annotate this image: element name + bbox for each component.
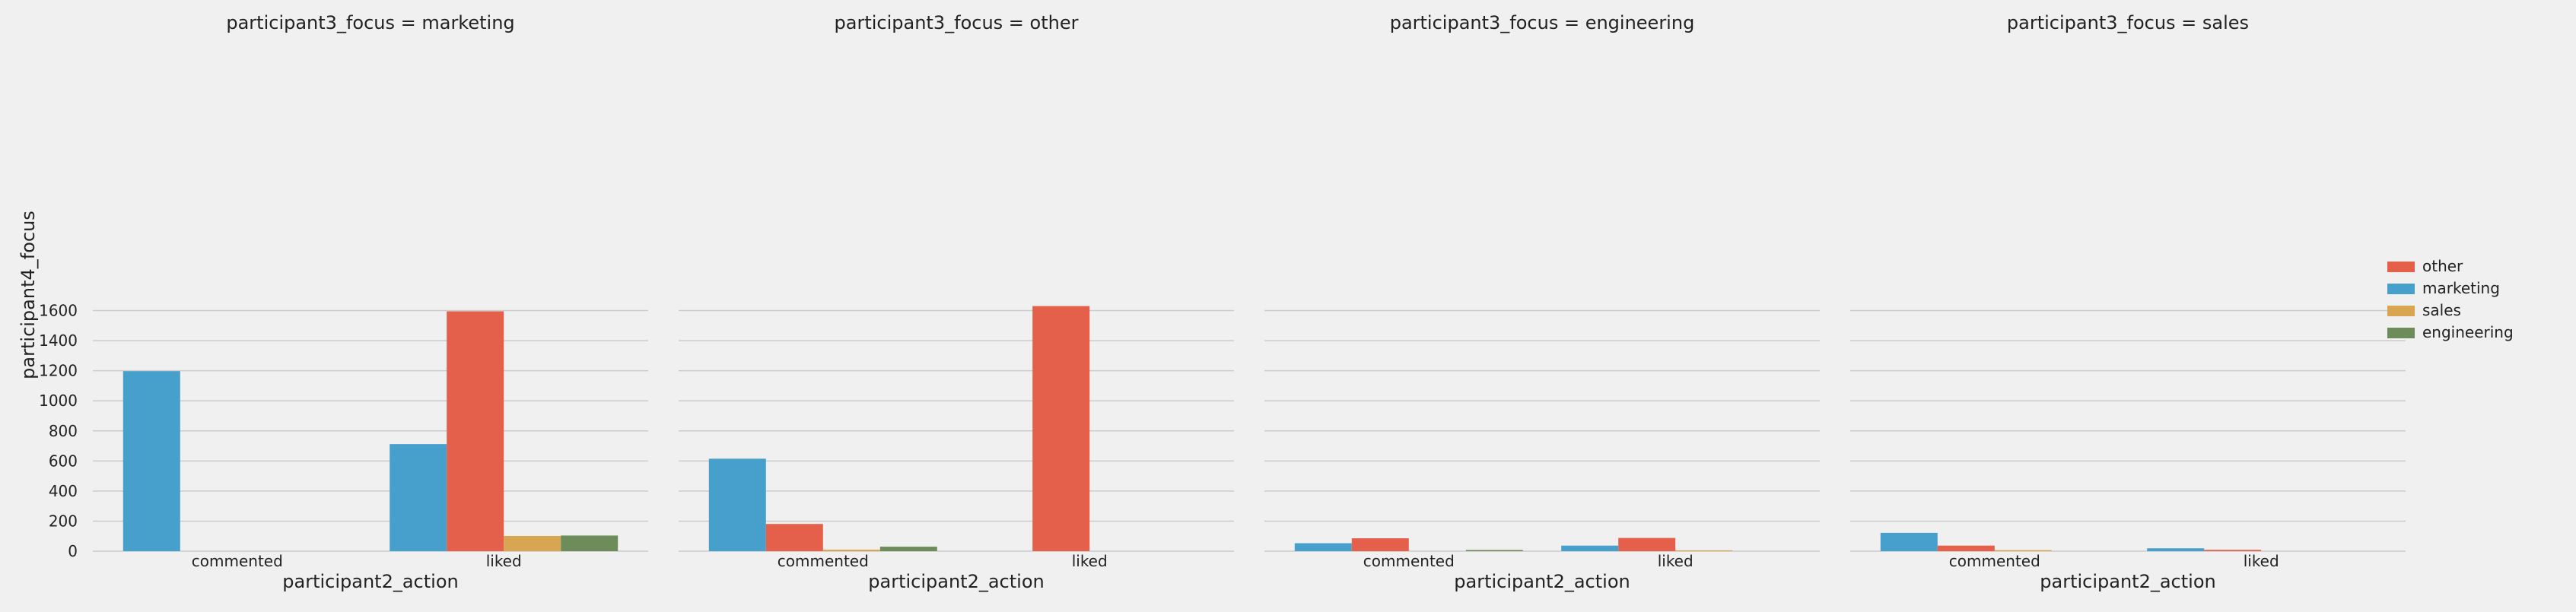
x-axis-label: participant2_action bbox=[282, 571, 458, 592]
legend-label-other: other bbox=[2422, 257, 2463, 275]
y-tick-label: 400 bbox=[49, 482, 78, 500]
x-tick-label: liked bbox=[486, 552, 522, 570]
bar-liked-marketing bbox=[390, 444, 447, 551]
bar-commented-other bbox=[1351, 537, 1409, 551]
legend-swatch-sales bbox=[2387, 306, 2415, 316]
x-tick-label: commented bbox=[778, 552, 869, 570]
panel-title: participant3_focus = engineering bbox=[1390, 12, 1695, 33]
y-tick-label: 1400 bbox=[39, 331, 78, 350]
y-tick-label: 1200 bbox=[39, 362, 78, 380]
legend-swatch-engineering bbox=[2387, 328, 2415, 338]
bar-liked-sales bbox=[504, 536, 561, 551]
bar-commented-engineering bbox=[879, 547, 937, 551]
legend-label-marketing: marketing bbox=[2422, 279, 2500, 297]
bar-commented-marketing bbox=[122, 371, 180, 551]
bar-liked-other bbox=[2204, 550, 2262, 551]
y-tick-label: 800 bbox=[49, 422, 78, 440]
y-tick-label: 600 bbox=[49, 452, 78, 470]
bar-commented-sales bbox=[1994, 550, 2052, 551]
legend-label-engineering: engineering bbox=[2422, 323, 2514, 341]
bar-liked-other bbox=[1618, 537, 1676, 551]
x-axis-label: participant2_action bbox=[1454, 571, 1630, 592]
bar-liked-other bbox=[1032, 306, 1090, 551]
x-tick-label: commented bbox=[1363, 552, 1455, 570]
bar-commented-sales bbox=[822, 550, 880, 551]
bar-commented-other bbox=[1937, 545, 1995, 551]
bar-commented-marketing bbox=[1880, 532, 1938, 551]
legend-label-sales: sales bbox=[2422, 301, 2461, 319]
bar-liked-sales bbox=[1675, 550, 1733, 551]
bar-commented-other bbox=[765, 524, 823, 551]
panel-title: participant3_focus = other bbox=[835, 12, 1079, 33]
bar-liked-other bbox=[447, 311, 504, 551]
bar-liked-engineering bbox=[561, 535, 619, 551]
y-tick-label: 200 bbox=[49, 512, 78, 530]
y-tick-label: 1000 bbox=[39, 392, 78, 410]
x-tick-label: commented bbox=[192, 552, 283, 570]
legend-swatch-other bbox=[2387, 262, 2415, 272]
y-axis-label: participant4_focus bbox=[17, 211, 39, 379]
x-tick-label: liked bbox=[1658, 552, 1693, 570]
bar-commented-marketing bbox=[708, 458, 766, 551]
bar-commented-engineering bbox=[1465, 550, 1523, 551]
panel-title: participant3_focus = marketing bbox=[226, 12, 514, 33]
y-tick-label: 1600 bbox=[39, 302, 78, 320]
legend-swatch-marketing bbox=[2387, 284, 2415, 294]
y-tick-label: 0 bbox=[68, 542, 78, 560]
bar-commented-marketing bbox=[1294, 543, 1352, 551]
x-axis-label: participant2_action bbox=[2040, 571, 2215, 592]
x-axis-label: participant2_action bbox=[868, 571, 1044, 592]
panel-title: participant3_focus = sales bbox=[2007, 12, 2249, 33]
x-tick-label: liked bbox=[2244, 552, 2279, 570]
bar-liked-marketing bbox=[2147, 548, 2205, 551]
x-tick-label: liked bbox=[1072, 552, 1108, 570]
x-tick-label: commented bbox=[1949, 552, 2040, 570]
bar-liked-marketing bbox=[1561, 545, 1619, 551]
